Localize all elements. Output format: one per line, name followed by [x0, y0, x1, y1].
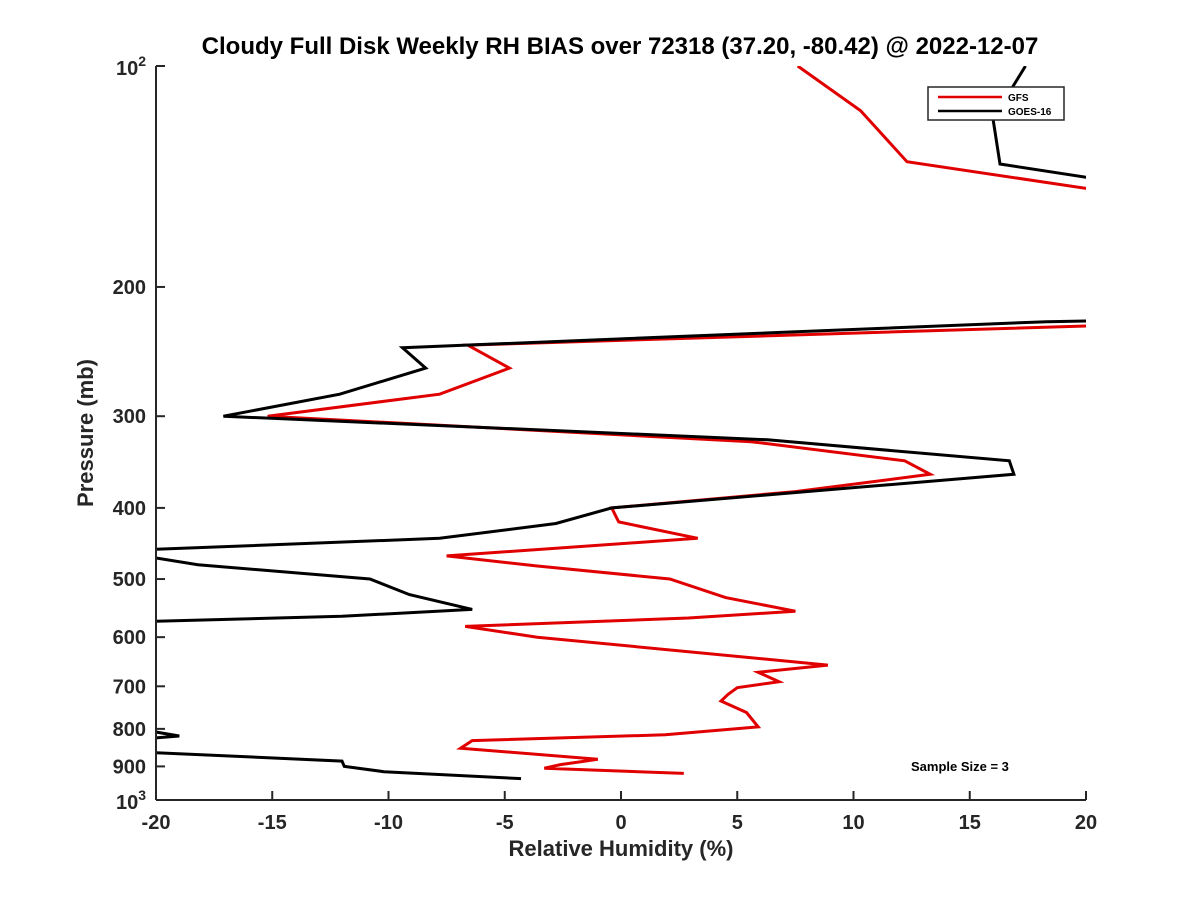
x-tick-label: -20: [142, 812, 171, 834]
y-tick-label: 800: [113, 719, 146, 741]
sample-size-annotation: Sample Size = 3: [911, 759, 1009, 774]
y-tick-label: 400: [113, 498, 146, 520]
legend-label-gfs: GFS: [1008, 93, 1029, 104]
x-tick-label: -10: [374, 812, 403, 834]
legend-box: [927, 86, 1065, 121]
legend: GFS GOES-16: [927, 86, 1065, 121]
chart-title: Cloudy Full Disk Weekly RH BIAS over 723…: [202, 33, 1039, 60]
x-tick-label: 5: [732, 812, 743, 834]
y-tick-label: 900: [113, 756, 146, 778]
x-tick-label: 20: [1075, 812, 1097, 834]
y-tick-label: 500: [113, 569, 146, 591]
y-tick-label-power: 103: [116, 787, 146, 814]
x-tick-label: -15: [258, 812, 287, 834]
y-tick-label: 300: [113, 406, 146, 428]
y-tick-label: 600: [113, 627, 146, 649]
series-layer: [156, 66, 1086, 781]
x-tick-label: 15: [959, 812, 981, 834]
series-line-gfs: [267, 66, 1086, 775]
y-tick-label: 700: [113, 676, 146, 698]
y-ticks: 200 300 400 500 600 700 800 900 102 103: [113, 53, 165, 814]
legend-label-goes16: GOES-16: [1008, 107, 1052, 118]
y-tick-label-power: 102: [116, 53, 146, 80]
x-tick-label: 10: [842, 812, 864, 834]
x-ticks: -20 -15 -10 -5 0 5 10 15 20: [142, 791, 1097, 834]
y-tick-label: 200: [113, 277, 146, 299]
x-tick-label: -5: [496, 812, 514, 834]
y-axis-label: Pressure (mb): [73, 359, 98, 507]
series-line-goes-16: [156, 66, 1086, 781]
x-axis-label: Relative Humidity (%): [509, 836, 734, 861]
x-tick-label: 0: [615, 812, 626, 834]
